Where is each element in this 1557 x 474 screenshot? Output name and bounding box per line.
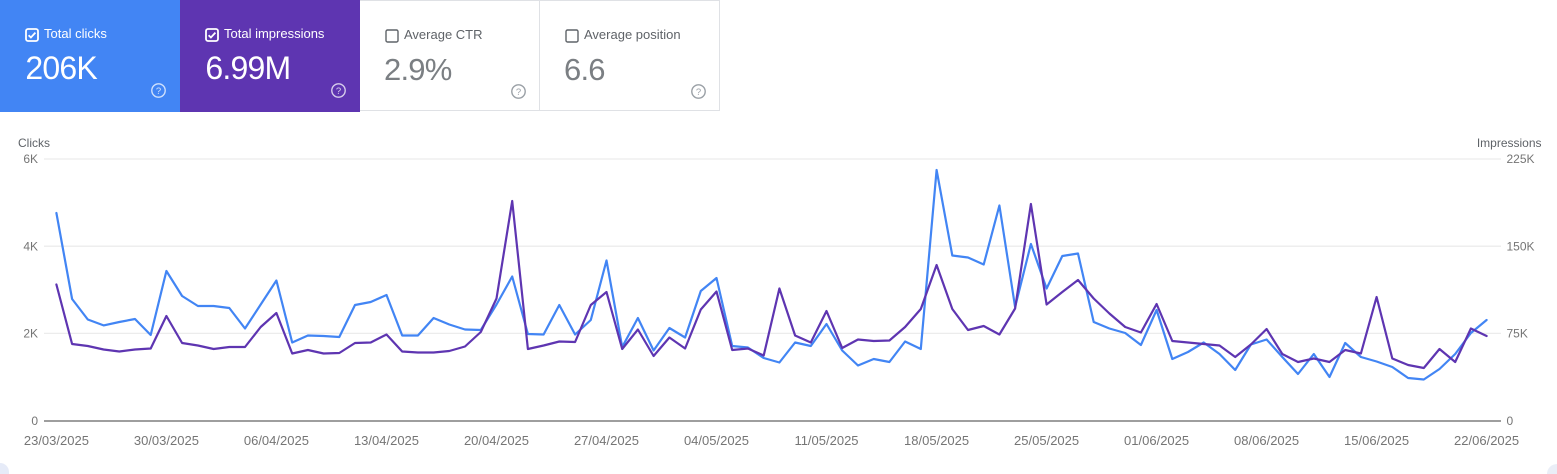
svg-text:30/03/2025: 30/03/2025 bbox=[134, 433, 199, 448]
svg-text:18/05/2025: 18/05/2025 bbox=[904, 433, 969, 448]
svg-text:?: ? bbox=[156, 86, 161, 97]
svg-text:225K: 225K bbox=[1507, 152, 1535, 166]
svg-text:15/06/2025: 15/06/2025 bbox=[1344, 433, 1409, 448]
svg-text:0: 0 bbox=[1507, 414, 1514, 428]
svg-text:2K: 2K bbox=[23, 327, 38, 341]
svg-text:27/04/2025: 27/04/2025 bbox=[574, 433, 639, 448]
svg-text:?: ? bbox=[516, 87, 521, 98]
svg-text:22/06/2025: 22/06/2025 bbox=[1454, 433, 1519, 448]
svg-text:20/04/2025: 20/04/2025 bbox=[464, 433, 529, 448]
svg-text:11/05/2025: 11/05/2025 bbox=[794, 433, 858, 448]
svg-text:?: ? bbox=[696, 87, 701, 98]
svg-text:04/05/2025: 04/05/2025 bbox=[684, 433, 749, 448]
svg-text:Clicks: Clicks bbox=[18, 136, 50, 150]
svg-text:6K: 6K bbox=[23, 152, 38, 166]
svg-text:08/06/2025: 08/06/2025 bbox=[1234, 433, 1299, 448]
svg-text:?: ? bbox=[336, 86, 341, 97]
svg-text:06/04/2025: 06/04/2025 bbox=[244, 433, 309, 448]
svg-text:150K: 150K bbox=[1507, 239, 1535, 253]
svg-text:0: 0 bbox=[31, 414, 38, 428]
svg-text:01/06/2025: 01/06/2025 bbox=[1124, 433, 1189, 448]
svg-text:23/03/2025: 23/03/2025 bbox=[24, 433, 89, 448]
svg-text:75K: 75K bbox=[1507, 327, 1528, 341]
svg-text:Impressions: Impressions bbox=[1477, 136, 1542, 150]
svg-text:13/04/2025: 13/04/2025 bbox=[354, 433, 419, 448]
svg-text:4K: 4K bbox=[23, 239, 38, 253]
svg-text:25/05/2025: 25/05/2025 bbox=[1014, 433, 1079, 448]
